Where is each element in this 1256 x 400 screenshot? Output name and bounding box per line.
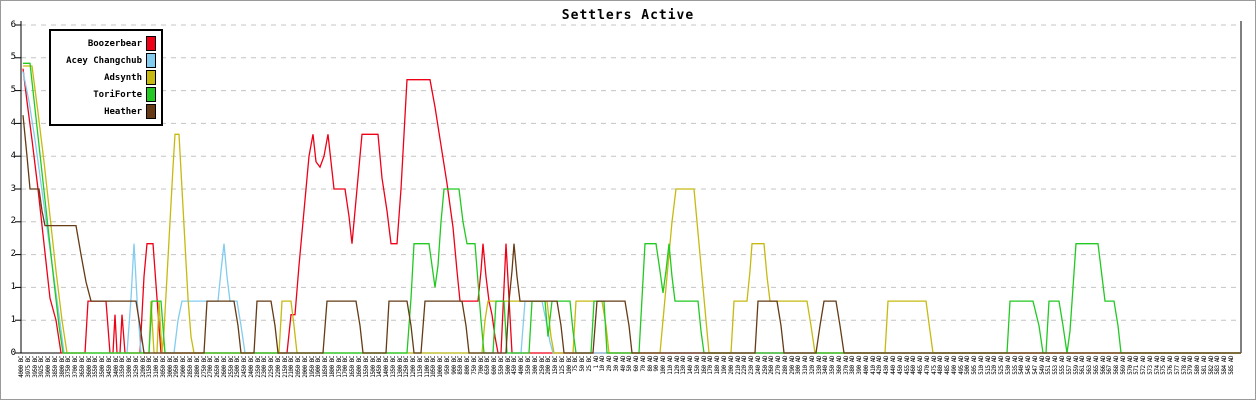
x-axis-tick-label: 320 AD bbox=[808, 356, 816, 375]
legend-color-swatch bbox=[146, 70, 156, 85]
legend-entry-label: Adsynth bbox=[104, 72, 142, 83]
x-axis-tick-label: 2400 BC bbox=[247, 356, 255, 378]
x-axis-tick-label: 3850 BC bbox=[51, 356, 59, 378]
x-axis-tick-label: 1550 BC bbox=[362, 356, 370, 378]
x-axis-tick-label: 3975 BC bbox=[24, 356, 32, 378]
series-line-adsynth bbox=[23, 65, 1241, 354]
legend-color-swatch bbox=[146, 104, 156, 119]
legend-box: Boozerbear Acey Changchub Adsynth ToriForte… bbox=[49, 29, 163, 126]
x-axis-tick-label: 240 AD bbox=[754, 356, 762, 375]
y-axis-tick-label: 4 bbox=[10, 117, 16, 128]
x-axis-tick-label: 2800 BC bbox=[193, 356, 201, 378]
x-axis-tick-label: 1350 BC bbox=[389, 356, 397, 378]
x-axis-tick-label: 573 AD bbox=[1146, 356, 1154, 375]
x-axis-tick-label: 3450 BC bbox=[105, 356, 113, 378]
x-axis-tick-label: 3650 BC bbox=[78, 356, 86, 378]
legend-entry: Acey Changchub bbox=[55, 52, 156, 69]
legend-entry-label: Acey Changchub bbox=[66, 55, 142, 66]
x-axis-tick-label: 200 AD bbox=[727, 356, 735, 375]
y-axis-tick-label: 5 bbox=[10, 85, 16, 96]
y-axis-tick-label: 1 bbox=[10, 314, 16, 325]
legend-entry-label: ToriForte bbox=[93, 89, 142, 100]
legend-color-swatch bbox=[146, 36, 156, 51]
chart-title: Settlers Active bbox=[561, 8, 695, 23]
x-axis-tick-label: 750 BC bbox=[470, 356, 478, 375]
y-axis-tick-label: 2 bbox=[10, 216, 16, 227]
y-axis-tick-label: 4 bbox=[10, 150, 16, 161]
x-axis-tick-label: 280 AD bbox=[781, 356, 789, 375]
legend-entry-label: Boozerbear bbox=[87, 38, 142, 49]
x-axis-tick-label: 569 AD bbox=[1119, 356, 1127, 375]
x-axis-tick-label: 577 AD bbox=[1173, 356, 1181, 375]
y-axis-tick-label: 6 bbox=[10, 19, 16, 30]
x-axis-tick-label: 70 AD bbox=[639, 356, 647, 372]
y-axis-tick-label: 2 bbox=[10, 249, 16, 260]
legend-entry-label: Heather bbox=[104, 106, 142, 117]
legend-color-swatch bbox=[146, 53, 156, 68]
y-axis-tick-label: 0 bbox=[10, 347, 16, 358]
x-axis-tick-label: 510 AD bbox=[977, 356, 985, 375]
x-axis-tick-label: 25 BC bbox=[585, 356, 593, 372]
x-axis-tick-label: 585 AD bbox=[1228, 356, 1235, 375]
legend-entry: Adsynth bbox=[55, 69, 156, 86]
x-axis-tick-label: 490 AD bbox=[950, 356, 958, 375]
legend-entry: Heather bbox=[55, 103, 156, 120]
y-axis-tick-label: 3 bbox=[10, 183, 16, 194]
x-axis-tick-label: 565 AD bbox=[1092, 356, 1100, 375]
legend-entry: ToriForte bbox=[55, 86, 156, 103]
y-axis-tick-label: 5 bbox=[10, 52, 16, 63]
legend-entry: Boozerbear bbox=[55, 35, 156, 52]
series-line-toriforte bbox=[23, 62, 1241, 354]
x-axis-tick-label: 2600 BC bbox=[220, 356, 228, 378]
y-axis-tick-label: 1 bbox=[10, 281, 16, 292]
x-axis-tick-label: 300 BC bbox=[531, 356, 539, 375]
x-axis-tick-label: 3250 BC bbox=[132, 356, 140, 378]
x-axis-tick-label: 950 BC bbox=[443, 356, 451, 375]
legend-color-swatch bbox=[146, 87, 156, 102]
x-axis-tick-label: 1150 BC bbox=[416, 356, 424, 378]
x-axis-tick-label: 2200 BC bbox=[274, 356, 282, 378]
x-axis-tick-label: 470 AD bbox=[923, 356, 931, 375]
x-axis-tick-label: 450 AD bbox=[896, 356, 904, 375]
series-line-heather bbox=[22, 115, 1241, 354]
x-axis-tick-label: 30 AD bbox=[612, 356, 620, 372]
x-axis-tick-label: 557 AD bbox=[1065, 356, 1073, 375]
series-line-boozerbear bbox=[22, 68, 1241, 354]
x-axis-tick-label: 2000 BC bbox=[301, 356, 309, 378]
series-line-acey-changchub bbox=[22, 71, 1241, 354]
x-axis-tick-label: 125 BC bbox=[558, 356, 566, 375]
